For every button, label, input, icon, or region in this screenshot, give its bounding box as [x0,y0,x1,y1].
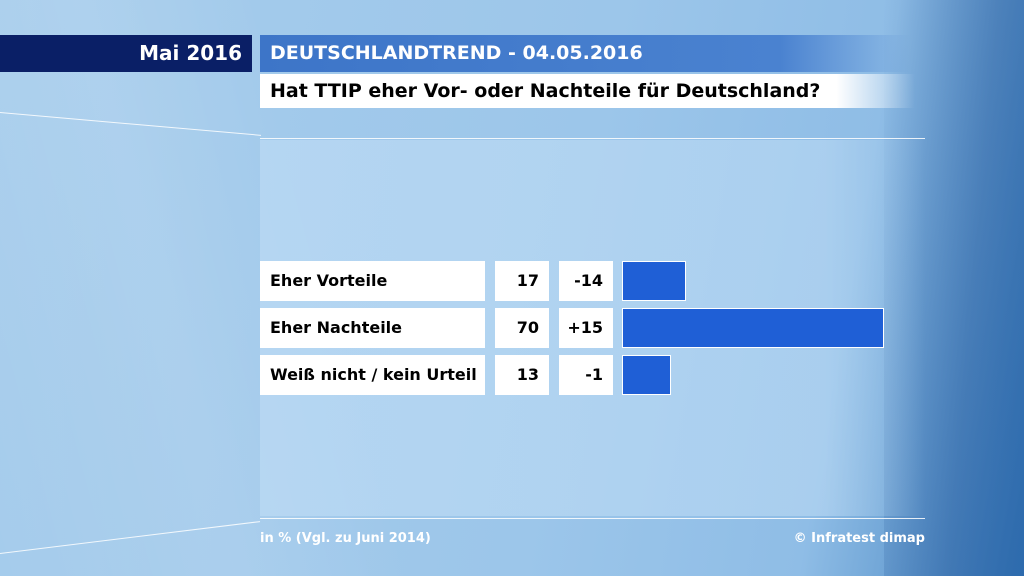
decorative-line [0,521,261,554]
chart-row: Eher Nachteile 70 +15 [260,308,884,348]
category-label: Weiß nicht / kein Urteil [260,355,485,395]
bar [622,261,686,301]
change-label: +15 [559,308,613,348]
value-label: 17 [495,261,549,301]
month-label: Mai 2016 [0,35,252,72]
chart-row: Eher Vorteile 17 -14 [260,261,884,301]
value-label: 70 [495,308,549,348]
category-label: Eher Vorteile [260,261,485,301]
question-title: Hat TTIP eher Vor- oder Nachteile für De… [260,74,915,108]
footnote: in % (Vgl. zu Juni 2014) [260,531,431,546]
chart-row: Weiß nicht / kein Urteil 13 -1 [260,355,884,395]
decorative-line [0,112,262,136]
decorative-line [260,518,925,519]
value-label: 13 [495,355,549,395]
copyright: © Infratest dimap [793,531,925,546]
category-label: Eher Nachteile [260,308,485,348]
change-label: -1 [559,355,613,395]
bar [622,308,884,348]
decorative-line [260,138,925,139]
bar [622,355,671,395]
page-title: DEUTSCHLANDTREND - 04.05.2016 [260,35,910,72]
change-label: -14 [559,261,613,301]
